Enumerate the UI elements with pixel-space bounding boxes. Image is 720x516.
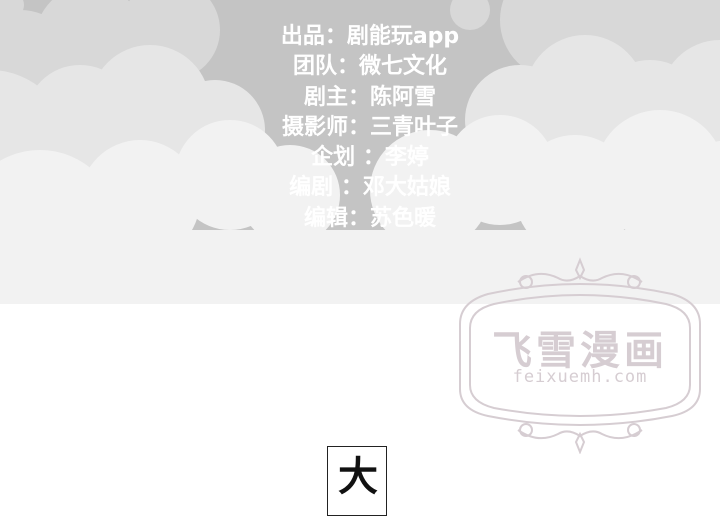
credit-line: 摄影师：三青叶子 [281,114,458,140]
clouds-illustration [0,0,720,304]
credit-line: 编辑：苏色暖 [303,205,436,231]
watermark-url: feixuemh.com [512,367,648,387]
cloud-sky-background [0,0,720,304]
speech-bubble-text: 大 [338,454,378,500]
credit-line: 企划 ：李婷 [311,145,429,171]
watermark-frame-icon [459,257,701,454]
credit-line: 编剧 ：邓大姑娘 [289,175,451,201]
credit-line: 剧主：陈阿雪 [303,84,436,110]
speech-bubble: 大 [327,446,387,516]
credits-block: 出品：剧能玩app 团队：微七文化 剧主：陈阿雪 摄影师：三青叶子 企划 ：李婷… [0,22,720,234]
site-watermark: 飞雪漫画 feixuemh.com [448,254,712,454]
watermark-title: 飞雪漫画 [492,328,668,374]
credit-line: 团队：微七文化 [292,54,447,80]
credit-line: 出品：剧能玩app [280,24,460,49]
